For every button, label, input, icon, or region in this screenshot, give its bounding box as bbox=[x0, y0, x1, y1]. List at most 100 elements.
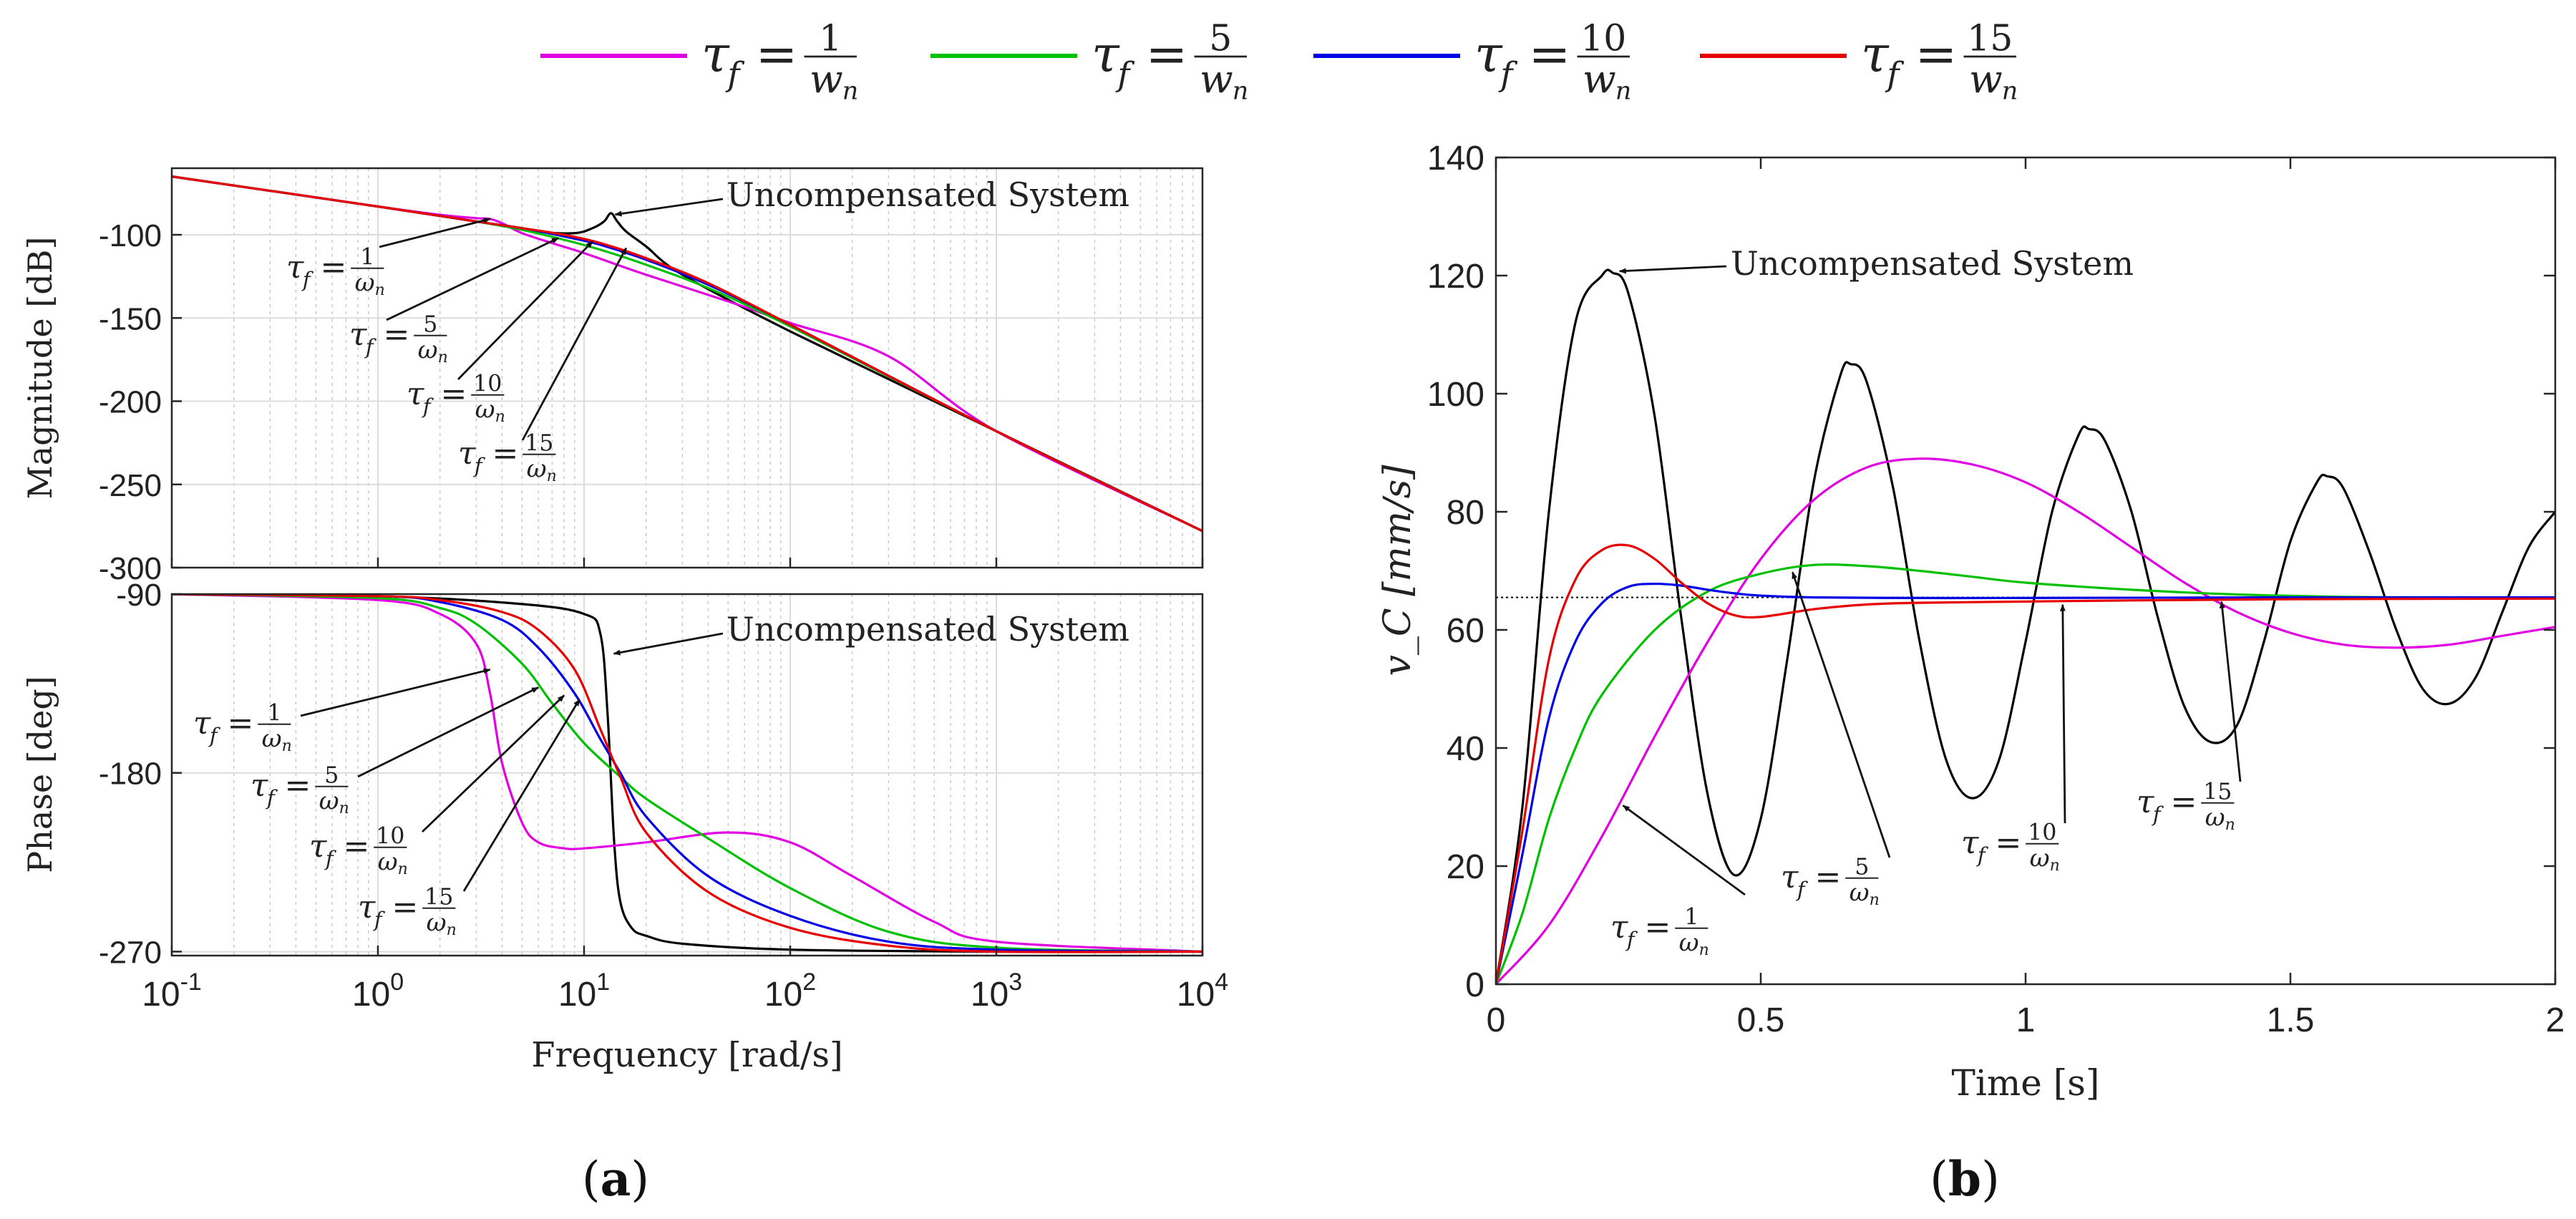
y-tick-label: -180 bbox=[99, 757, 162, 792]
legend-label-2-denominator: w bbox=[1583, 56, 1616, 102]
x-tick-label: 100 bbox=[352, 968, 404, 1014]
phase-tau-arrow-0 bbox=[300, 668, 491, 717]
time-tau-arrow-0 bbox=[1622, 805, 1746, 896]
x-tick-exponent: -1 bbox=[180, 968, 202, 996]
time-tau-label-0-denominator: ω bbox=[1679, 928, 1699, 957]
y-tick-label: 20 bbox=[1447, 848, 1484, 886]
mag-tau-arrow-3 bbox=[521, 247, 628, 441]
magnitude-ylabel: Magnitude [dB] bbox=[21, 237, 59, 500]
series-line-2 bbox=[172, 175, 1202, 533]
x-tick-label: 0 bbox=[1487, 1001, 1506, 1039]
x-tick-label: 102 bbox=[764, 968, 816, 1014]
phase-tau-label-0-denominator: ω bbox=[262, 724, 282, 753]
legend-label-3-denominator: w bbox=[1969, 56, 2003, 102]
time-tau-label-2-symbol: τ bbox=[1961, 825, 1979, 861]
legend-label-0-equals: = bbox=[756, 25, 798, 84]
mag-tau-label-3-symbol: τ bbox=[458, 435, 476, 472]
mag-tau-label-1-denominator: ω bbox=[418, 336, 438, 364]
legend-label-3-equals: = bbox=[1915, 25, 1958, 84]
y-tick-label: 40 bbox=[1447, 730, 1484, 768]
legend-label-0-subscript: f bbox=[725, 55, 744, 94]
phase-tau-label-1-numerator: 5 bbox=[324, 763, 339, 789]
time-tau-arrow-1 bbox=[1792, 571, 1891, 858]
time-tau-label-2: τf = 10ω n bbox=[1961, 820, 2060, 875]
time-tau-label-1-subscript: f bbox=[1796, 877, 1809, 901]
series-line-3 bbox=[172, 175, 1202, 533]
phase-tau-label-1-equals: = bbox=[285, 767, 311, 804]
phase-tau-label-3-symbol: τ bbox=[358, 889, 376, 926]
time-tau-arrow-3 bbox=[2219, 601, 2242, 782]
time-tau-label-0-equals: = bbox=[1645, 909, 1671, 946]
phase-tau-label-0: τf = 1ω n bbox=[193, 701, 292, 756]
legend-label-2-equals: = bbox=[1529, 25, 1571, 84]
mag-tau-label-2-denominator-subscript: n bbox=[495, 408, 505, 426]
x-tick-exponent: 1 bbox=[596, 968, 610, 996]
legend-label-2-subscript: f bbox=[1498, 55, 1517, 94]
time-tau-label-1: τf = 5ω n bbox=[1781, 855, 1880, 910]
mag-tau-label-1-equals: = bbox=[384, 316, 410, 353]
y-tick-label: -100 bbox=[99, 218, 162, 253]
phase-tau-label-3-numerator: 15 bbox=[424, 885, 453, 910]
y-tick-label: -250 bbox=[99, 468, 162, 503]
phase-tau-label-2-symbol: τ bbox=[309, 828, 327, 865]
time-tau-label-2-subscript: f bbox=[1976, 842, 1989, 867]
legend-label-1-subscript: f bbox=[1115, 55, 1134, 94]
time-tau-label-2-equals: = bbox=[1996, 825, 2022, 861]
time-tau-label-0: τf = 1ω n bbox=[1610, 905, 1709, 960]
x-tick-label: 103 bbox=[971, 968, 1022, 1014]
time-tau-label-3-symbol: τ bbox=[2137, 784, 2154, 820]
magnitude-axes-box bbox=[170, 167, 1204, 569]
legend-label-1-denominator: w bbox=[1200, 56, 1233, 102]
mag-tau-label-1-symbol: τ bbox=[349, 316, 367, 353]
mag-tau-label-0: τf = 1ω n bbox=[286, 245, 385, 300]
magnitude-series bbox=[172, 175, 1202, 533]
mag-tau-label-2-denominator: ω bbox=[475, 395, 495, 424]
mag-tau-arrow-1 bbox=[386, 237, 559, 321]
time-ticks: 0 20 40 60 80 100 120 140 0 0.5 1 1.5 2 bbox=[1427, 140, 2565, 1039]
mag-tau-label-0-subscript: f bbox=[301, 267, 314, 291]
time-tau-label-3-numerator: 15 bbox=[2203, 780, 2232, 805]
x-tick-exponent: 3 bbox=[1008, 968, 1022, 996]
legend-label-0-denominator: w bbox=[810, 56, 843, 102]
phase-tau-label-3-subscript: f bbox=[373, 907, 386, 931]
x-tick-base: 10 bbox=[558, 976, 596, 1014]
legend-label-3-numerator: 15 bbox=[1967, 17, 2013, 59]
magnitude-grid bbox=[172, 168, 1202, 568]
phase-tau-arrow-3 bbox=[462, 699, 580, 892]
y-tick-label: 0 bbox=[1465, 966, 1484, 1004]
y-tick-label: 80 bbox=[1447, 494, 1484, 532]
phase-series bbox=[172, 594, 1202, 953]
time-xlabel: Time [s] bbox=[1952, 1062, 2100, 1104]
svg-text:v_C [mm/s]: v_C [mm/s] bbox=[1376, 465, 1419, 676]
time-tau-label-3-denominator: ω bbox=[2205, 803, 2225, 832]
panel-label-a: (a) bbox=[582, 1151, 649, 1207]
legend-label-2: τf = 10w n bbox=[1474, 17, 1631, 106]
mag-tau-arrow-0 bbox=[379, 218, 491, 248]
mag-tau-label-2-equals: = bbox=[441, 376, 467, 412]
legend-label-2-symbol: τ bbox=[1474, 25, 1503, 84]
mag-tau-label-2-subscript: f bbox=[422, 394, 434, 418]
series-line-0 bbox=[1496, 268, 2555, 984]
magnitude-ticks: -100 -150 -200 -250 -300 bbox=[99, 218, 1204, 586]
phase-tau-label-3: τf = 15ω n bbox=[358, 885, 457, 940]
phase-tau-label-0-denominator-subscript: n bbox=[282, 737, 292, 755]
phase-axes-box bbox=[170, 593, 1204, 957]
phase-xlabel: Frequency [rad/s] bbox=[531, 1035, 842, 1075]
time-uncompensated-arrow bbox=[1618, 265, 1727, 274]
time-tau-label-1-equals: = bbox=[1815, 859, 1842, 895]
y-tick-label: -270 bbox=[99, 935, 162, 970]
phase-tau-label-0-subscript: f bbox=[208, 723, 221, 747]
time-ylabel-text: v_C [mm/s] bbox=[1376, 465, 1419, 676]
phase-tau-label-1-denominator-subscript: n bbox=[339, 800, 349, 817]
phase-tau-label-2-subscript: f bbox=[324, 846, 337, 870]
series-line-3 bbox=[172, 594, 1202, 953]
legend-label-0: τf = 1w n bbox=[701, 17, 858, 106]
series-line-2 bbox=[1496, 563, 2555, 984]
legend-label-3: τf = 15w n bbox=[1861, 17, 2018, 106]
x-tick-base: 10 bbox=[764, 976, 802, 1014]
phase-ylabel: Phase [deg] bbox=[21, 676, 59, 873]
phase-tau-label-2-denominator: ω bbox=[378, 848, 398, 876]
mag-tau-label-1-numerator: 5 bbox=[423, 312, 437, 338]
legend: τf = 1w nτf = 5w nτf = 10w nτf = 15w n bbox=[540, 17, 2018, 106]
